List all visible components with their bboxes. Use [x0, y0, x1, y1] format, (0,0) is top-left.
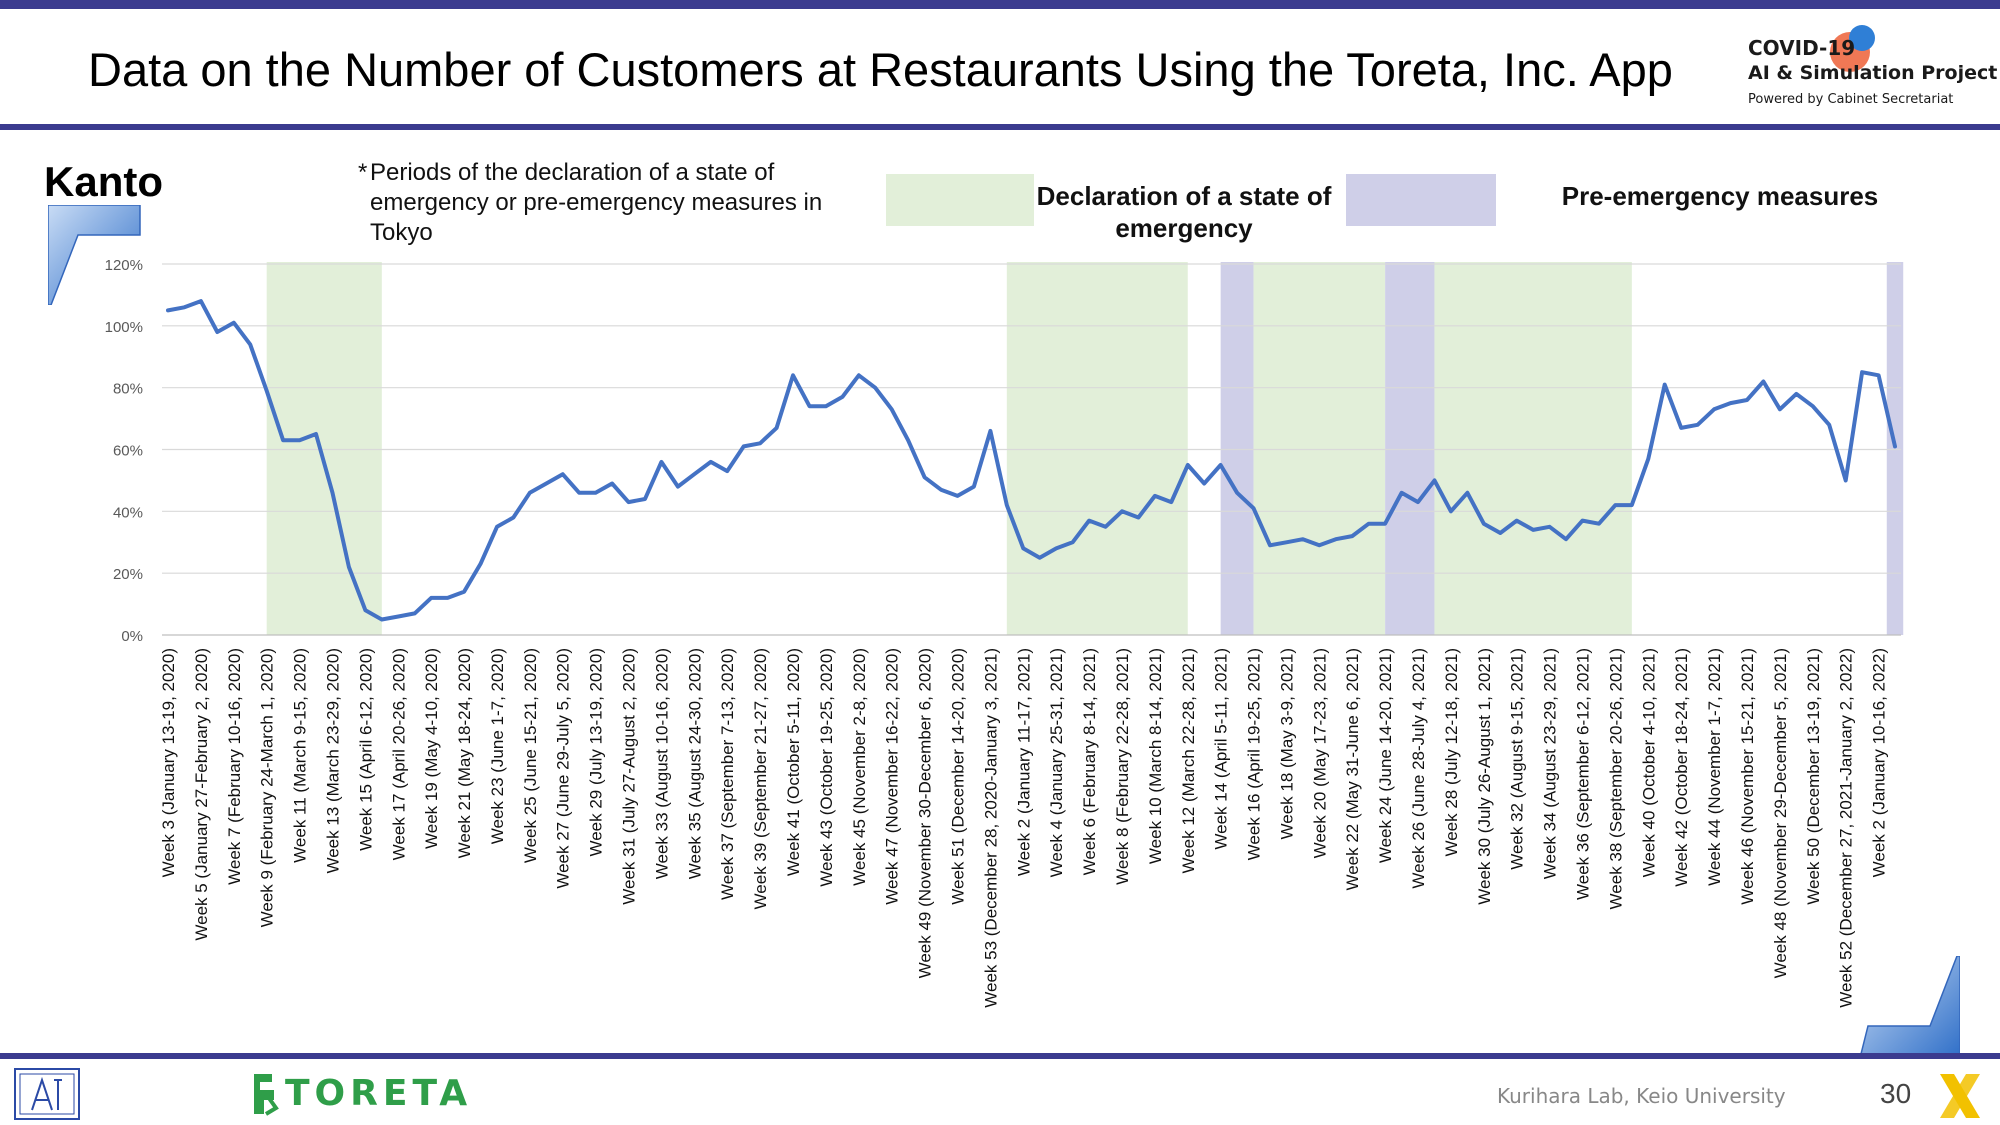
y-tick-label: 60% — [113, 443, 143, 460]
legend-swatch-emergency — [886, 174, 1034, 226]
x-tick-label: Week 41 (October 5-11, 2020) — [784, 648, 803, 876]
shaded-period-emergency-6 — [1434, 262, 1632, 635]
y-tick-label: 40% — [113, 504, 143, 521]
logo-line-2: AI & Simulation Project — [1748, 62, 1998, 84]
y-tick-label: 100% — [105, 319, 143, 336]
note-asterisk: * — [358, 159, 368, 186]
shaded-period-emergency-2 — [1006, 262, 1188, 635]
x-tick-label: Week 35 (August 24-30, 2020) — [685, 648, 704, 879]
page-number: 30 — [1880, 1078, 1912, 1109]
x-tick-label: Week 46 (November 15-21, 2021) — [1738, 648, 1757, 905]
page-title: Data on the Number of Customers at Resta… — [88, 43, 1673, 96]
x-tick-label: Week 3 (January 13-19, 2020) — [159, 648, 178, 877]
x-axis-tick-labels: Week 3 (January 13-19, 2020) Week 5 (Janu… — [159, 648, 1889, 1008]
x-tick-label: Week 9 (February 24-March 1, 2020) — [258, 648, 277, 927]
x-tick-label: Week 8 (February 22-28, 2021) — [1113, 648, 1132, 885]
x-tick-label: Week 19 (May 4-10, 2020) — [422, 648, 441, 849]
x-tick-label: Week 36 (September 6-12, 2021) — [1573, 648, 1592, 900]
logo-line-1: COVID-19 — [1748, 36, 1856, 60]
legend-label-pre-emergency: Pre-emergency measures — [1561, 181, 1879, 211]
x-tick-label: Week 33 (August 10-16, 2020) — [652, 648, 671, 879]
x-tick-label: Week 52 (December 27, 2021-January 2, 20… — [1837, 648, 1856, 1008]
x-tick-label: Week 27 (June 29-July 5, 2020) — [554, 648, 573, 889]
project-logo: COVID-19 AI & Simulation Project Powered… — [1740, 20, 1997, 120]
y-tick-label: 120% — [105, 257, 143, 274]
x-tick-label: Week 44 (November 1-7, 2021) — [1705, 648, 1724, 886]
x-tick-label: Week 30 (July 26-August 1, 2021) — [1475, 648, 1494, 905]
x-tick-label: Week 16 (April 19-25, 2021) — [1245, 648, 1264, 860]
keio-lab-logo-icon — [14, 1068, 80, 1120]
corner-ornament-top-left-icon — [48, 205, 141, 305]
shaded-periods — [266, 262, 1904, 635]
x-tick-label: Week 2 (January 10-16, 2022) — [1870, 648, 1889, 877]
toreta-logo-icon — [254, 1074, 279, 1116]
top-accent-bar — [0, 0, 2000, 9]
lab-credit: Kurihara Lab, Keio University — [1497, 1084, 1786, 1108]
x-tick-label: Week 40 (October 4-10, 2021) — [1639, 648, 1658, 877]
x-tick-label: Week 51 (December 14-20, 2020) — [948, 648, 967, 905]
y-tick-label: 20% — [113, 566, 143, 583]
x-tick-label: Week 12 (March 22-28, 2021) — [1179, 648, 1198, 874]
x-tick-label: Week 18 (May 3-9, 2021) — [1277, 648, 1296, 840]
x-tick-label: Week 48 (November 29-December 5, 2021) — [1771, 648, 1790, 978]
shaded-period-pre-7 — [1886, 262, 1904, 635]
legend-label-emergency: Declaration of a state of emergency — [1036, 181, 1332, 243]
x-tick-label: Week 28 (July 12-18, 2021) — [1442, 648, 1461, 857]
shaded-period-emergency-1 — [266, 262, 382, 635]
x-tick-label: Week 13 (March 23-29, 2020) — [323, 648, 342, 874]
legend-swatch-pre-emergency — [1346, 174, 1496, 226]
x-tick-label: Week 6 (February 8-14, 2021) — [1080, 648, 1099, 875]
x-tick-label: Week 14 (April 5-11, 2021) — [1212, 648, 1231, 850]
x-tick-label: Week 17 (April 20-26, 2020) — [389, 648, 408, 860]
x-tick-label: Week 20 (May 17-23, 2021) — [1310, 648, 1329, 858]
x-tick-label: Week 11 (March 9-15, 2020) — [291, 648, 310, 863]
shaded-period-pre-5 — [1385, 262, 1435, 635]
x-tick-label: Week 23 (June 1-7, 2020) — [488, 648, 507, 844]
x-tick-label: Week 39 (September 21-27, 2020) — [751, 648, 770, 909]
x-tick-label: Week 2 (January 11-17, 2021) — [1014, 648, 1033, 876]
x-tick-label: Week 5 (January 27-February 2, 2020) — [192, 648, 211, 941]
header-divider — [0, 124, 2000, 130]
project-mark-icon — [1940, 1074, 1980, 1118]
x-tick-label: Week 24 (June 14-20, 2021) — [1376, 648, 1395, 863]
shaded-period-pre-3 — [1220, 262, 1254, 635]
customer-line-chart: 0% 20% 40% 60% 80% 100% 120% Week 3 (January 1… — [105, 257, 1904, 1008]
x-tick-label: Week 42 (October 18-24, 2021) — [1672, 648, 1691, 887]
series-line — [166, 299, 1897, 622]
y-tick-label: 0% — [121, 628, 143, 645]
y-axis-tick-labels: 0% 20% 40% 60% 80% 100% 120% — [105, 257, 143, 645]
x-tick-label: Week 37 (September 7-13, 2020) — [718, 648, 737, 900]
x-tick-label: Week 29 (July 13-19, 2020) — [587, 648, 606, 857]
toreta-wordmark: TORETA — [285, 1073, 473, 1114]
x-tick-label: Week 43 (October 19-25, 2020) — [817, 648, 836, 887]
x-tick-label: Week 22 (May 31-June 6, 2021) — [1343, 648, 1362, 891]
note-text: Periods of the declaration of a state of… — [370, 159, 823, 246]
x-tick-label: Week 4 (January 25-31, 2021) — [1047, 648, 1066, 877]
y-tick-label: 80% — [113, 381, 143, 398]
x-tick-label: Week 32 (August 9-15, 2021) — [1508, 648, 1527, 870]
x-tick-label: Week 10 (March 8-14, 2021) — [1146, 648, 1165, 864]
x-tick-label: Week 38 (September 20-26, 2021) — [1606, 648, 1625, 909]
footer-divider — [0, 1053, 2000, 1059]
x-tick-label: Week 21 (May 18-24, 2020) — [455, 648, 474, 858]
logo-line-3: Powered by Cabinet Secretariat — [1748, 92, 1954, 107]
x-tick-label: Week 53 (December 28, 2020-January 3, 20… — [981, 648, 1000, 1008]
x-tick-label: Week 45 (November 2-8, 2020) — [850, 648, 869, 886]
period-note: * Periods of the declaration of a state … — [358, 158, 870, 248]
x-tick-label: Week 25 (June 15-21, 2020) — [521, 648, 540, 863]
region-label: Kanto — [44, 158, 163, 205]
x-tick-label: Week 34 (August 23-29, 2021) — [1541, 648, 1560, 879]
x-tick-label: Week 47 (November 16-22, 2020) — [883, 648, 902, 905]
corner-ornament-bottom-right-icon — [1860, 956, 1960, 1059]
x-tick-label: Week 49 (November 30-December 6, 2020) — [916, 648, 935, 978]
x-tick-label: Week 15 (April 6-12, 2020) — [356, 648, 375, 851]
x-tick-label: Week 31 (July 27-August 2, 2020) — [620, 648, 639, 905]
x-tick-label: Week 7 (February 10-16, 2020) — [225, 648, 244, 885]
x-tick-label: Week 50 (December 13-19, 2021) — [1804, 648, 1823, 905]
logo-circles-icon — [1830, 25, 1875, 72]
shaded-period-emergency-4 — [1253, 262, 1386, 635]
x-tick-label: Week 26 (June 28-July 4, 2021) — [1409, 648, 1428, 889]
